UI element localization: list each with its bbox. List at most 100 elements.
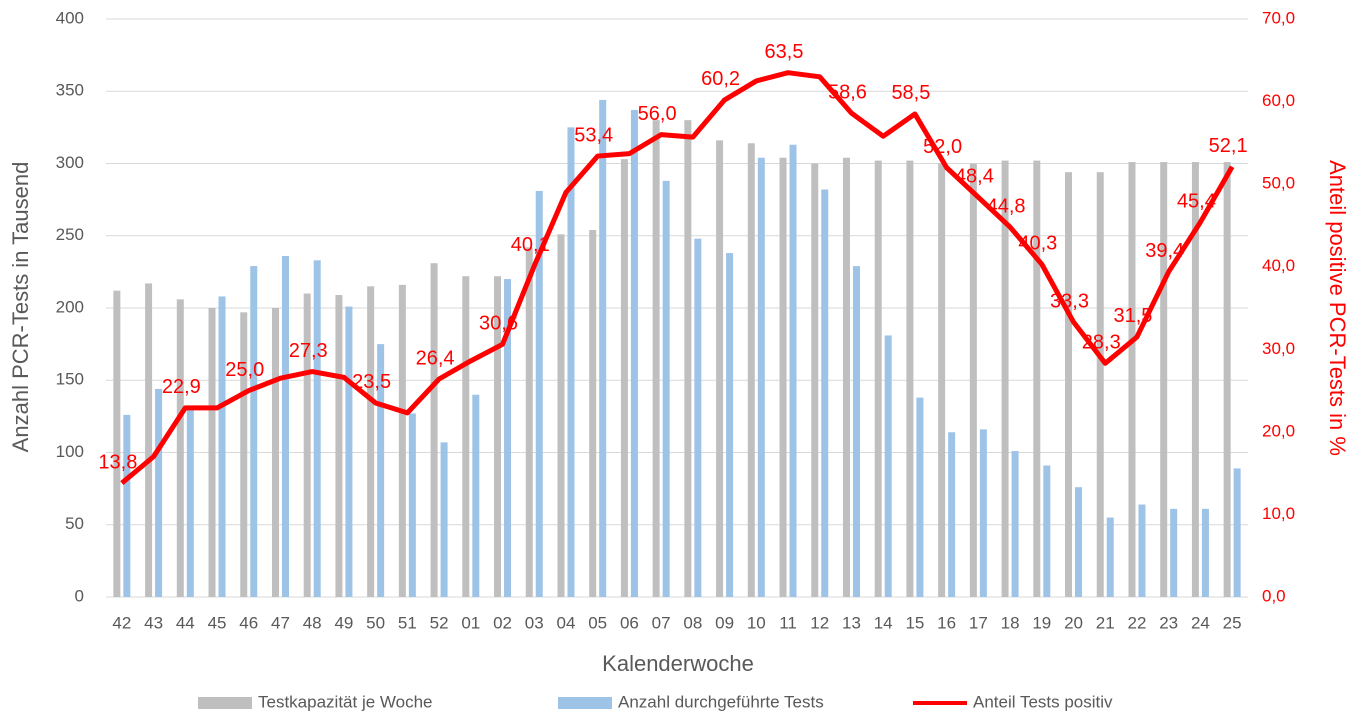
bar — [842, 157, 850, 597]
bar — [1011, 451, 1019, 597]
y2-tick-label: 60,0 — [1262, 91, 1295, 110]
data-label: 52,0 — [923, 136, 962, 158]
bar — [440, 442, 448, 597]
data-label: 23,5 — [352, 371, 391, 393]
data-label: 25,0 — [225, 359, 264, 381]
x-tick-label: 04 — [557, 613, 576, 632]
x-tick-label: 03 — [525, 613, 544, 632]
data-label: 58,5 — [891, 82, 930, 104]
bar — [684, 120, 692, 598]
bar — [281, 255, 289, 598]
bar — [525, 247, 533, 597]
bar — [240, 312, 248, 597]
bar — [652, 120, 660, 598]
x-tick-label: 50 — [366, 613, 385, 632]
bar — [906, 160, 914, 598]
x-tick-label: 05 — [588, 613, 607, 632]
y-tick-label: 0 — [75, 586, 84, 605]
y-tick-label: 50 — [65, 514, 84, 533]
x-tick-label: 16 — [937, 613, 956, 632]
bar — [313, 260, 321, 597]
bar — [747, 143, 755, 597]
bar — [1001, 160, 1009, 598]
legend-label: Testkapazität je Woche — [258, 692, 433, 711]
bar — [1201, 508, 1209, 597]
bar — [430, 263, 438, 597]
bar — [335, 294, 343, 597]
bar — [599, 99, 607, 598]
bar — [821, 189, 829, 597]
y-tick-label: 300 — [56, 153, 84, 172]
data-label: 28,3 — [1082, 332, 1121, 354]
bar — [1160, 162, 1168, 597]
x-tick-label: 07 — [652, 613, 671, 632]
y2-tick-label: 30,0 — [1262, 339, 1295, 358]
legend-swatch — [198, 697, 252, 709]
bar — [620, 159, 628, 598]
data-label: 31,5 — [1114, 305, 1153, 327]
bar — [1191, 162, 1199, 597]
y2-tick-label: 50,0 — [1262, 174, 1295, 193]
bar — [1106, 517, 1114, 597]
x-tick-label: 24 — [1191, 613, 1210, 632]
x-tick-label: 02 — [493, 613, 512, 632]
x-tick-label: 18 — [1001, 613, 1020, 632]
x-tick-label: 06 — [620, 613, 639, 632]
bar — [145, 283, 153, 597]
bar — [1096, 172, 1104, 598]
bar — [408, 413, 416, 597]
data-label: 44,8 — [987, 195, 1026, 217]
bar — [504, 279, 512, 597]
x-tick-label: 11 — [779, 613, 797, 632]
x-tick-label: 22 — [1128, 613, 1147, 632]
bar — [113, 290, 121, 597]
data-label: 53,4 — [574, 124, 613, 146]
legend-label: Anzahl durchgeführte Tests — [618, 692, 824, 711]
bar — [1128, 162, 1136, 597]
bar — [1033, 160, 1041, 598]
bar — [979, 429, 987, 597]
x-tick-label: 25 — [1223, 613, 1242, 632]
x-tick-label: 15 — [905, 613, 924, 632]
bar — [1233, 468, 1241, 597]
bar — [1043, 465, 1051, 597]
data-label: 39,4 — [1145, 240, 1184, 262]
y-tick-label: 400 — [56, 8, 84, 27]
bar — [377, 344, 385, 597]
bar — [1138, 504, 1146, 597]
bar — [938, 163, 946, 597]
x-tick-label: 43 — [144, 613, 163, 632]
bar — [811, 163, 819, 597]
data-label: 48,4 — [955, 166, 994, 188]
x-tick-label: 19 — [1032, 613, 1051, 632]
data-label: 22,9 — [162, 376, 201, 398]
x-tick-label: 09 — [715, 613, 734, 632]
x-tick-label: 52 — [430, 613, 449, 632]
data-label: 27,3 — [289, 340, 328, 362]
x-tick-label: 20 — [1064, 613, 1083, 632]
data-label: 60,2 — [701, 68, 740, 90]
y2-tick-label: 0,0 — [1262, 586, 1286, 605]
bar — [462, 276, 470, 597]
bar — [1065, 172, 1073, 598]
bar — [969, 163, 977, 597]
bar — [250, 266, 258, 597]
bar — [208, 308, 216, 597]
x-tick-label: 45 — [208, 613, 227, 632]
x-tick-label: 12 — [810, 613, 829, 632]
data-label: 40,1 — [511, 234, 550, 256]
y-tick-label: 350 — [56, 81, 84, 100]
x-tick-label: 14 — [874, 613, 893, 632]
y2-tick-label: 40,0 — [1262, 256, 1295, 275]
bar — [589, 229, 597, 597]
data-label: 63,5 — [765, 41, 804, 63]
bar — [271, 308, 279, 597]
legend-label: Anteil Tests positiv — [973, 692, 1113, 711]
bar — [123, 414, 131, 597]
x-tick-label: 10 — [747, 613, 766, 632]
bar — [567, 127, 575, 597]
line — [120, 70, 1235, 485]
bar — [1223, 162, 1231, 597]
bar — [757, 157, 765, 597]
bar — [155, 388, 163, 597]
